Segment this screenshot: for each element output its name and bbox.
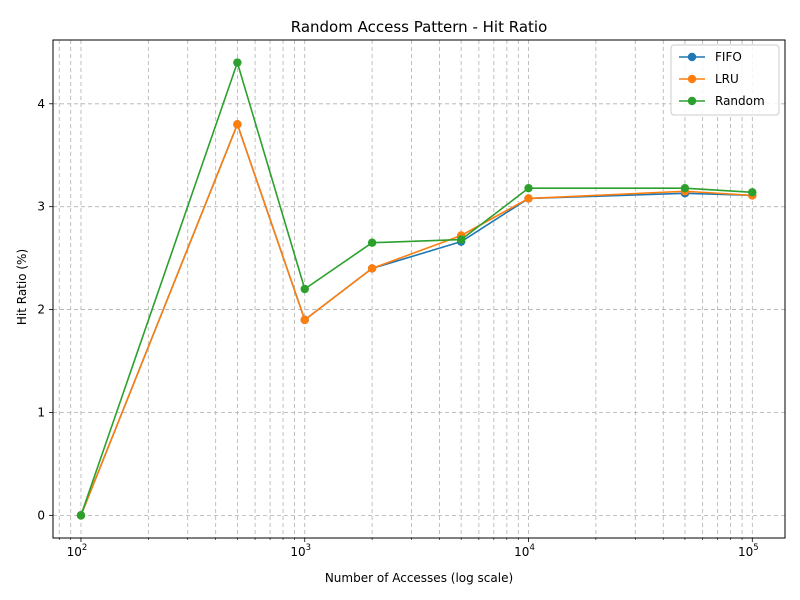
x-tick-label: 102 xyxy=(67,543,88,559)
data-point xyxy=(233,120,242,129)
data-point xyxy=(524,183,533,193)
y-axis-ticks: 0 1 2 3 4 xyxy=(37,97,53,522)
legend-marker xyxy=(687,74,697,84)
x-axis-label: Number of Accesses (log scale) xyxy=(325,571,513,585)
data-point xyxy=(300,284,309,294)
plot-frame xyxy=(52,39,786,539)
y-axis-label: Hit Ratio (%) xyxy=(15,249,29,325)
legend-label: FIFO xyxy=(715,50,742,64)
data-point xyxy=(367,238,377,247)
legend-label: LRU xyxy=(715,72,739,86)
y-tick-label: 1 xyxy=(37,405,45,419)
legend-item-fifo: FIFO xyxy=(679,50,742,64)
series-line xyxy=(80,61,753,516)
legend-marker xyxy=(687,52,697,62)
y-tick-label: 3 xyxy=(37,200,45,214)
grid-lines xyxy=(53,40,785,538)
data-point xyxy=(300,315,309,325)
legend-label: Random xyxy=(715,94,765,108)
series-layer xyxy=(76,58,757,520)
series-fifo xyxy=(76,120,757,520)
chart-title: Random Access Pattern - Hit Ratio xyxy=(291,18,548,36)
legend-item-lru: LRU xyxy=(679,72,739,86)
series-random xyxy=(76,58,757,520)
data-point xyxy=(76,511,86,520)
series-lru xyxy=(76,120,757,520)
legend-item-random: Random xyxy=(679,94,765,108)
series-line xyxy=(80,123,753,516)
data-point xyxy=(680,183,690,193)
series-line xyxy=(80,123,753,516)
data-point xyxy=(233,58,242,67)
x-tick-label: 105 xyxy=(738,543,759,559)
x-tick-label: 104 xyxy=(514,543,535,559)
y-tick-label: 4 xyxy=(37,97,45,111)
x-tick-label: 103 xyxy=(290,543,311,559)
x-axis-ticks: 102 103 104 105 xyxy=(58,538,759,559)
data-point xyxy=(367,264,377,273)
y-tick-label: 2 xyxy=(37,303,45,317)
y-tick-label: 0 xyxy=(37,508,45,522)
legend-box xyxy=(670,44,780,116)
data-point xyxy=(456,235,466,244)
data-point xyxy=(524,194,533,203)
data-point xyxy=(748,188,757,197)
legend: FIFO LRU Random xyxy=(670,44,780,116)
legend-marker xyxy=(687,96,697,106)
